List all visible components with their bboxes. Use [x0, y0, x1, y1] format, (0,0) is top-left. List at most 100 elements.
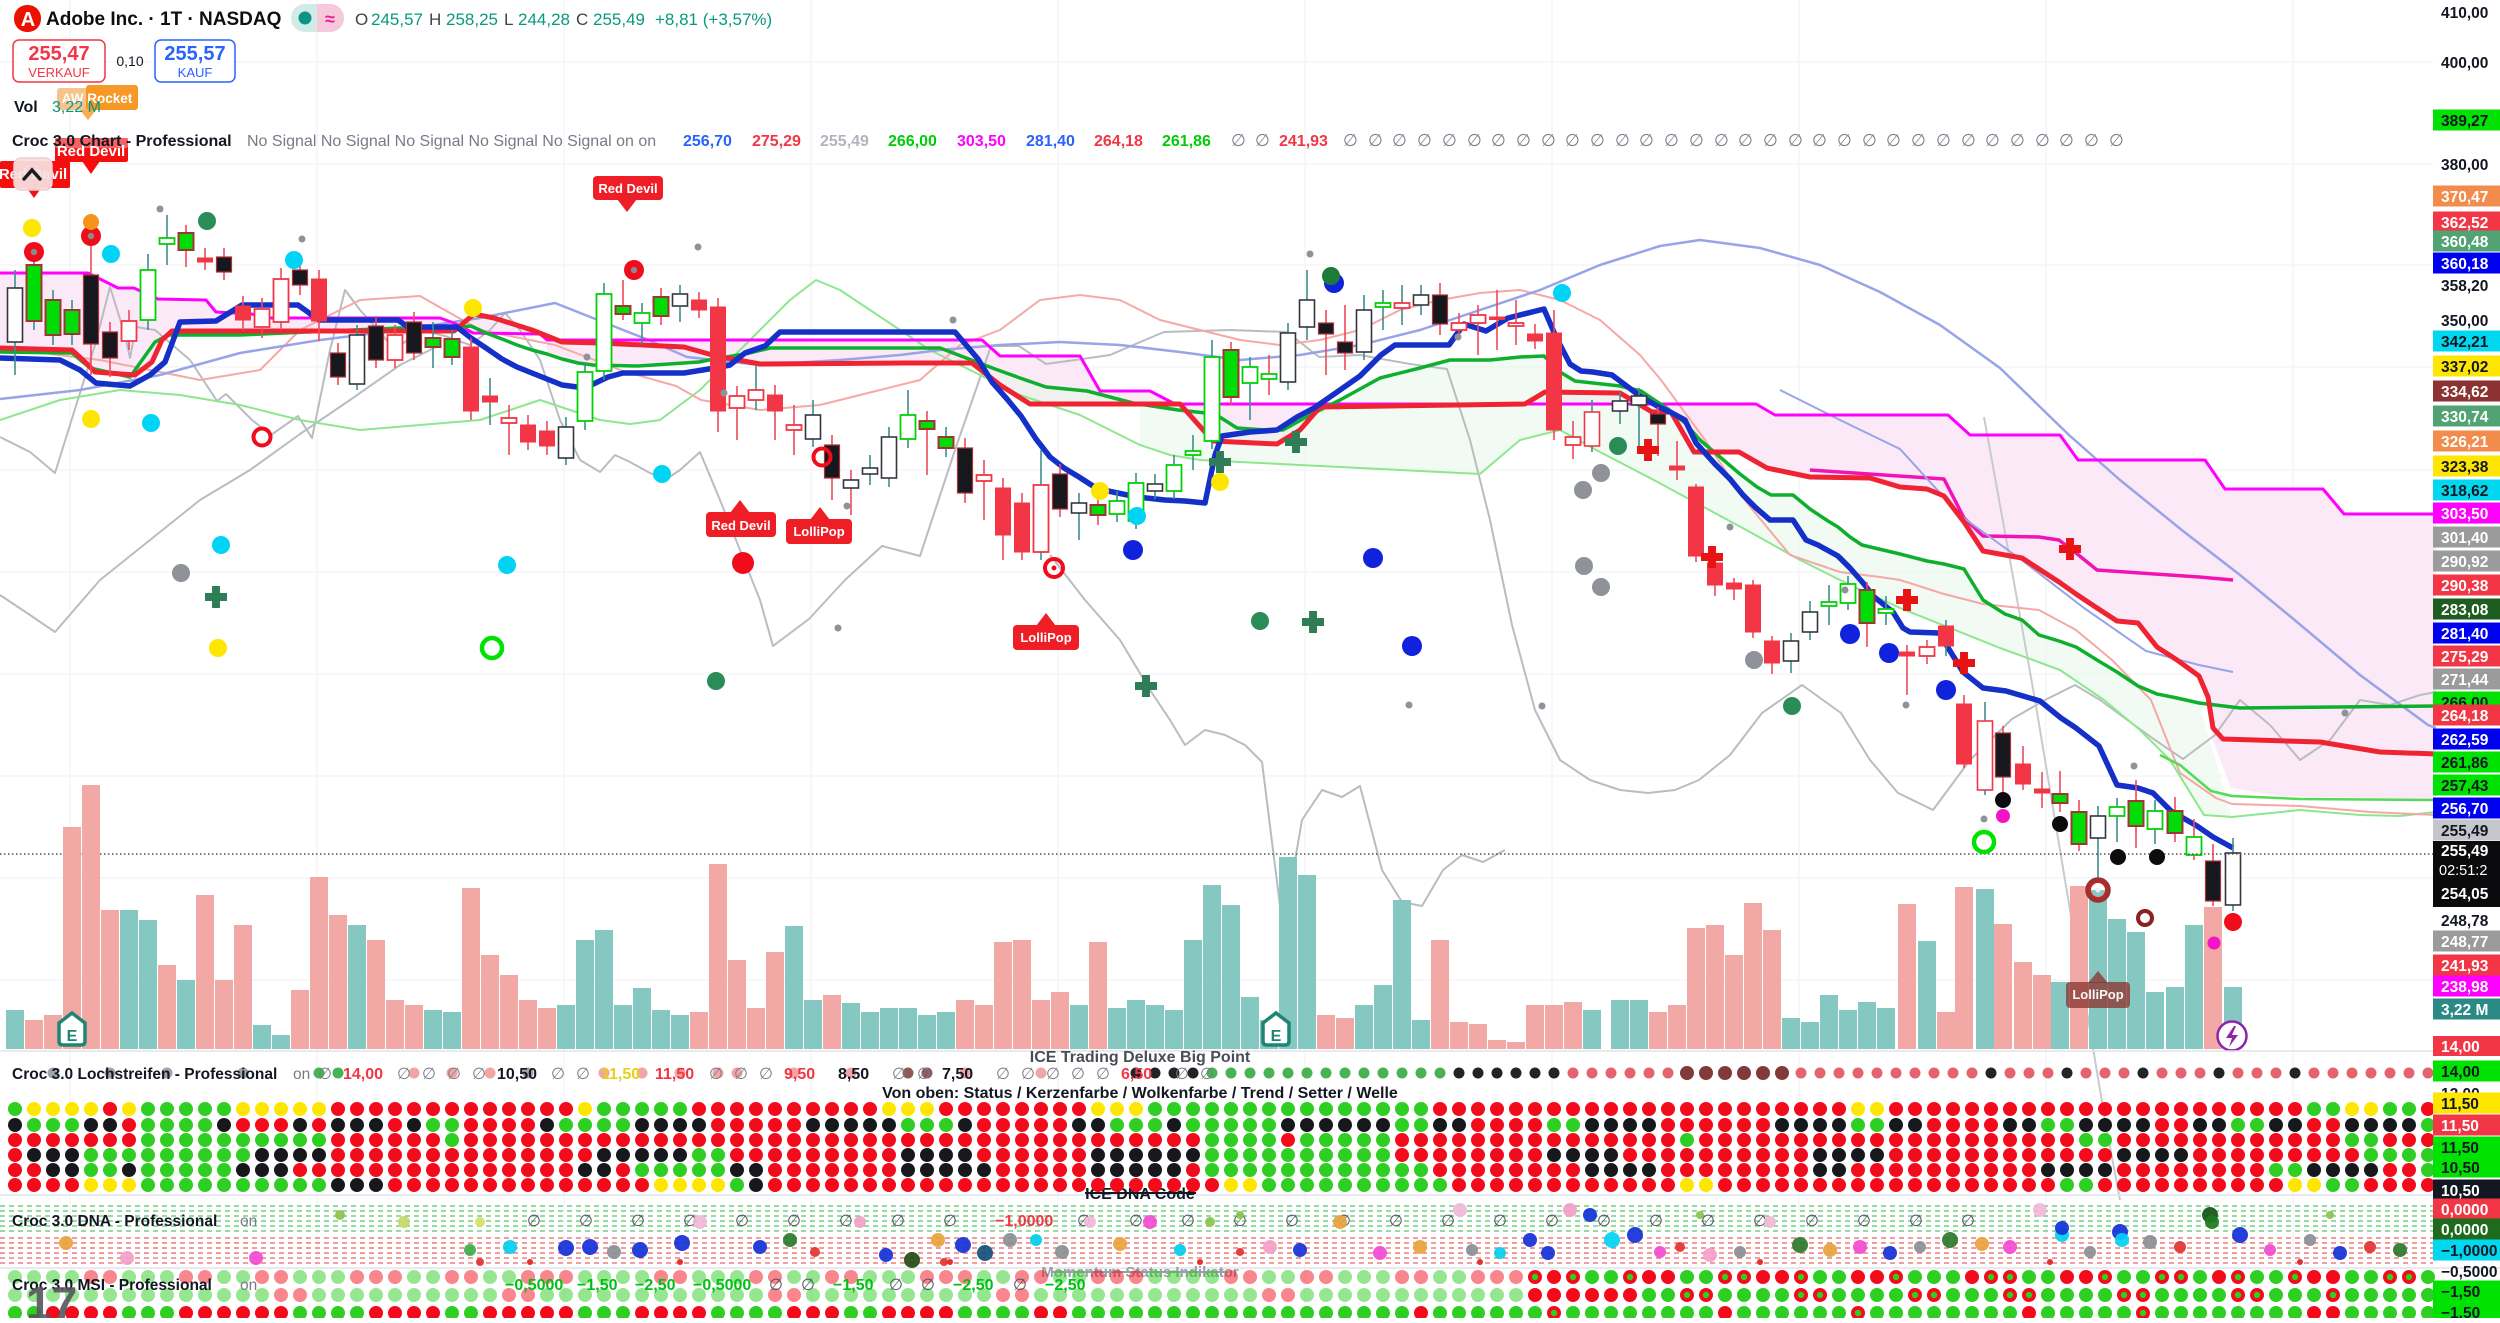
- svg-text:∅: ∅: [1837, 131, 1852, 150]
- svg-text:14,00: 14,00: [343, 1066, 383, 1083]
- svg-text:A: A: [21, 9, 35, 31]
- svg-text:248,78: 248,78: [2441, 913, 2489, 930]
- svg-text:E: E: [67, 1028, 78, 1045]
- svg-text:360,48: 360,48: [2441, 234, 2489, 251]
- svg-text:∅: ∅: [683, 1213, 697, 1230]
- svg-text:10,50: 10,50: [2441, 1160, 2480, 1177]
- svg-text:264,18: 264,18: [1094, 133, 1143, 150]
- svg-text:∅: ∅: [1985, 131, 2000, 150]
- svg-text:∅: ∅: [996, 1066, 1010, 1083]
- svg-text:241,93: 241,93: [2441, 958, 2489, 975]
- svg-text:−2,50: −2,50: [1045, 1277, 1086, 1294]
- svg-text:∅: ∅: [527, 1213, 541, 1230]
- svg-text:10,50: 10,50: [2441, 1183, 2480, 1200]
- svg-text:11,50: 11,50: [655, 1066, 694, 1083]
- svg-text:∅: ∅: [1961, 131, 1976, 150]
- svg-text:400,00: 400,00: [2441, 55, 2488, 72]
- svg-text:∅: ∅: [1545, 1213, 1559, 1230]
- svg-text:0,0000: 0,0000: [2441, 1202, 2488, 1219]
- svg-text:−0,5000: −0,5000: [693, 1277, 751, 1294]
- svg-text:∅: ∅: [892, 1066, 906, 1083]
- svg-text:255,47: 255,47: [28, 43, 89, 65]
- svg-text:∅: ∅: [447, 1066, 461, 1083]
- svg-text:Adobe Inc. · 1T · NASDAQ: Adobe Inc. · 1T · NASDAQ: [46, 9, 281, 30]
- svg-text:9,50: 9,50: [784, 1066, 815, 1083]
- svg-text:∅: ∅: [943, 1213, 957, 1230]
- svg-text:∅: ∅: [1738, 131, 1753, 150]
- svg-text:∅: ∅: [551, 1066, 565, 1083]
- svg-text:255,49: 255,49: [2441, 843, 2489, 860]
- svg-text:389,27: 389,27: [2441, 113, 2488, 130]
- svg-text:255,57: 255,57: [164, 43, 225, 65]
- svg-text:∅: ∅: [576, 1066, 590, 1083]
- svg-text:11,50: 11,50: [2441, 1118, 2479, 1135]
- svg-text:∅: ∅: [1886, 131, 1901, 150]
- svg-text:−2,50: −2,50: [635, 1277, 676, 1294]
- svg-text:∅: ∅: [1639, 131, 1654, 150]
- svg-text:∅: ∅: [1590, 131, 1605, 150]
- svg-text:290,38: 290,38: [2441, 578, 2489, 595]
- svg-text:LolliPop: LolliPop: [1020, 630, 1071, 645]
- svg-text:−1,50: −1,50: [577, 1277, 618, 1294]
- svg-text:238,98: 238,98: [2441, 979, 2489, 996]
- svg-text:10,50: 10,50: [497, 1066, 537, 1083]
- svg-text:∅: ∅: [1753, 1213, 1767, 1230]
- svg-text:∅: ∅: [2010, 131, 2025, 150]
- svg-text:370,47: 370,47: [2441, 189, 2488, 206]
- svg-text:∅: ∅: [1763, 131, 1778, 150]
- svg-text:−1,50: −1,50: [2441, 1284, 2480, 1301]
- svg-text:−1,0000: −1,0000: [2441, 1243, 2497, 1260]
- svg-text:Croc 3.0 DNA - Professional: Croc 3.0 DNA - Professional: [12, 1213, 217, 1230]
- svg-text:AW Rocket: AW Rocket: [62, 91, 133, 106]
- svg-text:O: O: [355, 10, 368, 29]
- svg-text:L: L: [504, 10, 513, 29]
- svg-text:248,77: 248,77: [2441, 934, 2488, 951]
- svg-text:330,74: 330,74: [2441, 409, 2489, 426]
- svg-text:∅: ∅: [917, 1066, 931, 1083]
- svg-text:17: 17: [26, 1277, 77, 1318]
- svg-text:262,59: 262,59: [2441, 732, 2489, 749]
- svg-text:Red Devil: Red Devil: [711, 518, 770, 533]
- svg-text:on: on: [240, 1213, 257, 1230]
- svg-text:244,28: 244,28: [518, 10, 570, 29]
- svg-text:11,50: 11,50: [601, 1066, 640, 1083]
- svg-text:337,02: 337,02: [2441, 359, 2488, 376]
- svg-text:∅: ∅: [1541, 131, 1556, 150]
- svg-text:254,05: 254,05: [2441, 886, 2489, 903]
- svg-text:∅: ∅: [2109, 131, 2124, 150]
- svg-text:∅: ∅: [2059, 131, 2074, 150]
- svg-text:290,92: 290,92: [2441, 554, 2488, 571]
- svg-text:H: H: [429, 10, 441, 29]
- svg-text:C: C: [576, 10, 588, 29]
- svg-text:∅: ∅: [1597, 1213, 1611, 1230]
- svg-text:3,22 M: 3,22 M: [52, 99, 101, 116]
- svg-text:∅: ∅: [1493, 1213, 1507, 1230]
- svg-text:∅: ∅: [1389, 1213, 1403, 1230]
- svg-text:LolliPop: LolliPop: [793, 524, 844, 539]
- svg-text:326,21: 326,21: [2441, 434, 2489, 451]
- svg-text:∅: ∅: [1231, 131, 1246, 150]
- svg-text:Croc 3.0 MSI - Professional: Croc 3.0 MSI - Professional: [12, 1277, 212, 1294]
- svg-text:266,00: 266,00: [888, 133, 937, 150]
- svg-text:∅: ∅: [1516, 131, 1531, 150]
- svg-text:∅: ∅: [1129, 1213, 1143, 1230]
- svg-text:264,18: 264,18: [2441, 708, 2489, 725]
- svg-text:∅: ∅: [1467, 131, 1482, 150]
- svg-text:∅: ∅: [889, 1277, 903, 1294]
- svg-text:342,21: 342,21: [2441, 334, 2489, 351]
- svg-text:∅: ∅: [891, 1213, 905, 1230]
- svg-text:∅: ∅: [1021, 1066, 1035, 1083]
- svg-text:∅: ∅: [1441, 1213, 1455, 1230]
- svg-text:∅: ∅: [1961, 1213, 1975, 1230]
- svg-text:∅: ∅: [397, 1066, 411, 1083]
- svg-text:≈: ≈: [325, 9, 335, 29]
- svg-text:281,40: 281,40: [2441, 626, 2488, 643]
- svg-text:∅: ∅: [1046, 1066, 1060, 1083]
- svg-text:275,29: 275,29: [2441, 649, 2489, 666]
- svg-text:Croc 3.0 Chart - Professional: Croc 3.0 Chart - Professional: [12, 133, 232, 150]
- svg-text:∅: ∅: [1714, 131, 1729, 150]
- svg-text:∅: ∅: [734, 1066, 748, 1083]
- svg-text:∅: ∅: [2035, 131, 2050, 150]
- svg-text:Von oben: Status / Kerzenfarbe: Von oben: Status / Kerzenfarbe / Wolkenf…: [882, 1085, 1398, 1102]
- svg-text:∅: ∅: [1615, 131, 1630, 150]
